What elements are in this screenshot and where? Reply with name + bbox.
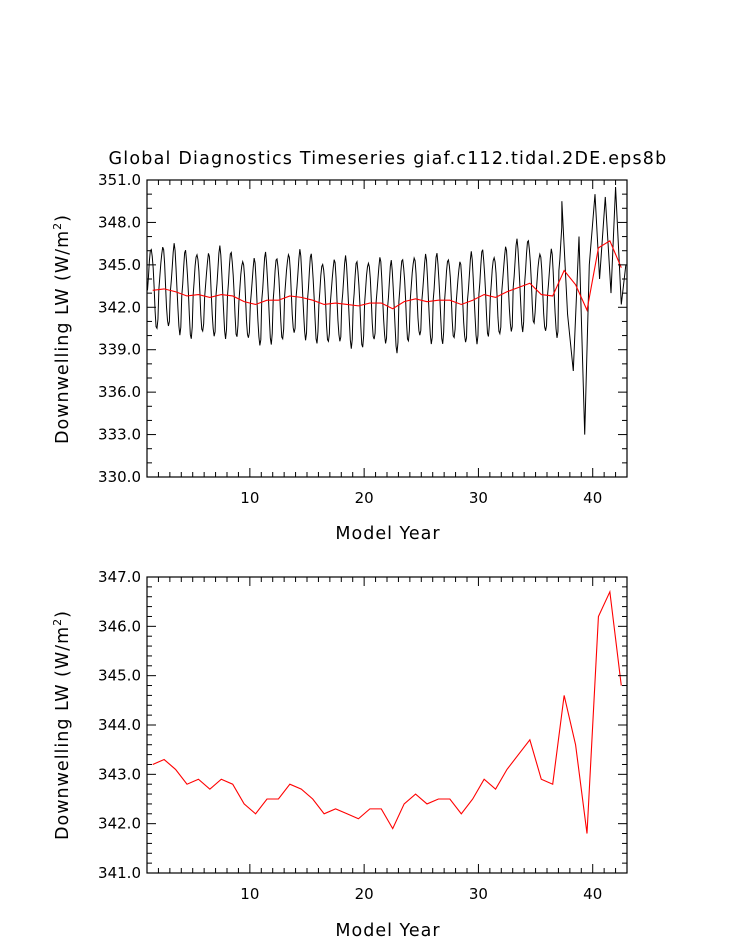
top-chart-y-tick-label: 336.0 (98, 383, 141, 401)
bottom-chart: Model Year Downwelling LW (W/m2) 10 20 30 4… (51, 568, 628, 941)
top-chart-y-tick-label: 348.0 (98, 213, 141, 231)
top-chart-y-tick-label: 351.0 (98, 171, 141, 189)
bottom-chart-y-tick-label: 346.0 (98, 617, 141, 635)
bottom-chart-y-axis-label: Downwelling LW (W/m2) (51, 610, 73, 840)
bottom-chart-y-tick-label: 343.0 (98, 765, 141, 783)
top-chart-x-tick-label: 10 (240, 489, 259, 507)
top-chart-x-axis-label: Model Year (335, 524, 440, 544)
bottom-chart-x-tick-label: 20 (355, 885, 374, 903)
top-chart-y-tick-label: 339.0 (98, 341, 141, 359)
top-chart-series-annual-line (152, 240, 622, 312)
bottom-chart-x-tick-label: 30 (469, 885, 488, 903)
top-chart-y-tick-label: 333.0 (98, 426, 141, 444)
top-chart-x-tick-label: 40 (583, 489, 602, 507)
top-chart-y-axis-label: Downwelling LW (W/m2) (51, 214, 73, 444)
top-chart-x-tick-label: 30 (469, 489, 488, 507)
top-chart-x-tick-label: 20 (355, 489, 374, 507)
bottom-chart-y-tick-label: 341.0 (98, 864, 141, 882)
top-chart-y-tick-label: 345.0 (98, 256, 141, 274)
bottom-chart-y-tick-label: 345.0 (98, 667, 141, 685)
bottom-chart-y-tick-label: 342.0 (98, 815, 141, 833)
bottom-chart-plot-frame (146, 576, 628, 874)
top-chart-y-tick-label: 342.0 (98, 298, 141, 316)
bottom-chart-y-tick-label: 344.0 (98, 716, 141, 734)
top-chart: Model Year Downwelling LW (W/m2) 10 20 30 4… (51, 171, 628, 544)
bottom-chart-x-tick-label: 10 (240, 885, 259, 903)
bottom-chart-x-tick-label: 40 (583, 885, 602, 903)
figure-title: Global Diagnostics Timeseries giaf.c112.… (109, 149, 668, 169)
top-chart-series-monthly-line (146, 187, 627, 435)
bottom-chart-x-axis-label: Model Year (335, 921, 440, 941)
bottom-chart-series-annual-line (152, 589, 622, 834)
top-chart-y-tick-label: 330.0 (98, 468, 141, 486)
bottom-chart-y-tick-label: 347.0 (98, 568, 141, 586)
